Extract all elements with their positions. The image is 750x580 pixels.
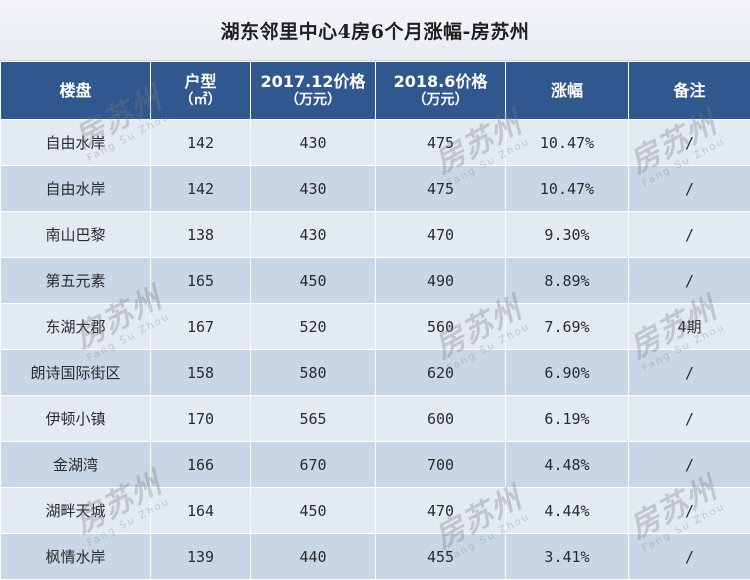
cell-price-2018: 620: [376, 350, 506, 396]
cell-note: /: [629, 396, 750, 442]
cell-project-name: 东湖大郡: [1, 304, 151, 350]
cell-increase: 9.30%: [506, 212, 629, 258]
cell-price-2018: 470: [376, 488, 506, 534]
cell-increase: 10.47%: [506, 166, 629, 212]
cell-note: /: [629, 442, 750, 488]
page-title: 湖东邻里中心4房6个月涨幅-房苏州: [0, 0, 750, 61]
header-price-2017: 2017.12价格 （万元）: [251, 62, 376, 120]
header-project: 楼盘: [1, 62, 151, 120]
header-price-2017-unit: （万元）: [251, 91, 375, 110]
header-area: 户型 （㎡）: [151, 62, 251, 120]
header-price-2018-unit: （万元）: [376, 91, 505, 110]
cell-area: 158: [151, 350, 251, 396]
cell-note: /: [629, 258, 750, 304]
header-price-2018: 2018.6价格 （万元）: [376, 62, 506, 120]
cell-note: /: [629, 350, 750, 396]
table-header-row: 楼盘 户型 （㎡） 2017.12价格 （万元） 2018.6价格 （万元） 涨…: [1, 62, 750, 120]
cell-price-2018: 475: [376, 166, 506, 212]
cell-increase: 7.69%: [506, 304, 629, 350]
header-area-label: 户型: [184, 72, 216, 91]
cell-project-name: 第五元素: [1, 258, 151, 304]
cell-increase: 6.19%: [506, 396, 629, 442]
cell-increase: 6.90%: [506, 350, 629, 396]
cell-area: 139: [151, 534, 251, 580]
cell-price-2017: 565: [251, 396, 376, 442]
cell-price-2018: 700: [376, 442, 506, 488]
cell-price-2018: 455: [376, 534, 506, 580]
cell-price-2017: 430: [251, 212, 376, 258]
cell-increase: 8.89%: [506, 258, 629, 304]
cell-note: /: [629, 120, 750, 166]
header-area-unit: （㎡）: [151, 91, 250, 110]
cell-project-name: 湖畔天城: [1, 488, 151, 534]
cell-price-2018: 600: [376, 396, 506, 442]
cell-price-2017: 430: [251, 166, 376, 212]
cell-note: 4期: [629, 304, 750, 350]
header-note: 备注: [629, 62, 750, 120]
cell-increase: 4.44%: [506, 488, 629, 534]
cell-price-2017: 450: [251, 258, 376, 304]
cell-project-name: 朗诗国际街区: [1, 350, 151, 396]
cell-area: 170: [151, 396, 251, 442]
cell-area: 166: [151, 442, 251, 488]
cell-project-name: 南山巴黎: [1, 212, 151, 258]
cell-note: /: [629, 166, 750, 212]
cell-area: 142: [151, 166, 251, 212]
header-price-2017-label: 2017.12价格: [261, 72, 366, 91]
cell-increase: 4.48%: [506, 442, 629, 488]
cell-project-name: 枫情水岸: [1, 534, 151, 580]
header-increase: 涨幅: [506, 62, 629, 120]
cell-area: 165: [151, 258, 251, 304]
cell-price-2018: 560: [376, 304, 506, 350]
cell-area: 164: [151, 488, 251, 534]
cell-project-name: 金湖湾: [1, 442, 151, 488]
cell-price-2017: 430: [251, 120, 376, 166]
cell-note: /: [629, 488, 750, 534]
cell-note: /: [629, 212, 750, 258]
cell-price-2017: 450: [251, 488, 376, 534]
cell-project-name: 伊顿小镇: [1, 396, 151, 442]
cell-increase: 3.41%: [506, 534, 629, 580]
cell-price-2018: 470: [376, 212, 506, 258]
cell-price-2018: 490: [376, 258, 506, 304]
cell-note: /: [629, 534, 750, 580]
price-increase-table: 楼盘 户型 （㎡） 2017.12价格 （万元） 2018.6价格 （万元） 涨…: [0, 61, 750, 580]
cell-price-2018: 475: [376, 120, 506, 166]
cell-price-2017: 580: [251, 350, 376, 396]
cell-price-2017: 670: [251, 442, 376, 488]
header-price-2018-label: 2018.6价格: [394, 72, 488, 91]
cell-increase: 10.47%: [506, 120, 629, 166]
cell-area: 138: [151, 212, 251, 258]
cell-project-name: 自由水岸: [1, 166, 151, 212]
cell-price-2017: 520: [251, 304, 376, 350]
cell-area: 167: [151, 304, 251, 350]
cell-price-2017: 440: [251, 534, 376, 580]
cell-area: 142: [151, 120, 251, 166]
cell-project-name: 自由水岸: [1, 120, 151, 166]
